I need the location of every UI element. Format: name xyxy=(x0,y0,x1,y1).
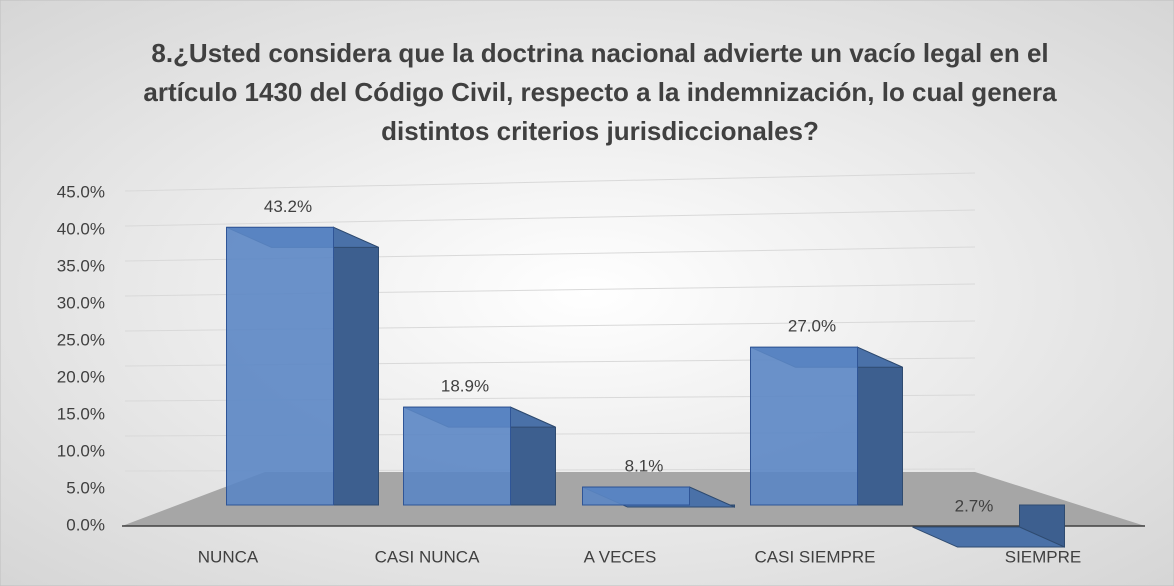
y-tick-label: 35.0% xyxy=(57,256,105,275)
data-label: 8.1% xyxy=(625,457,664,476)
bar xyxy=(403,406,511,506)
y-tick-label: 25.0% xyxy=(57,330,105,349)
grid-line xyxy=(124,172,976,192)
x-tick-label: SIEMPRE xyxy=(1005,547,1082,566)
bar-side xyxy=(857,346,903,506)
chart-title: 8.¿Usted considera que la doctrina nacio… xyxy=(143,38,1057,146)
grid-line xyxy=(124,209,976,227)
bar xyxy=(582,486,690,506)
y-tick-label: 30.0% xyxy=(57,293,105,312)
x-tick-label: CASI NUNCA xyxy=(375,547,481,566)
y-tick-label: 5.0% xyxy=(66,478,105,497)
y-tick-label: 0.0% xyxy=(66,515,105,534)
x-tick-label: NUNCA xyxy=(198,547,259,566)
bar xyxy=(226,226,334,506)
y-tick-label: 45.0% xyxy=(57,182,105,201)
data-label: 27.0% xyxy=(788,317,836,336)
x-tick-label: CASI SIEMPRE xyxy=(755,547,876,566)
y-tick-label: 10.0% xyxy=(57,441,105,460)
bar xyxy=(750,346,858,506)
y-tick-label: 20.0% xyxy=(57,367,105,386)
y-tick-label: 15.0% xyxy=(57,404,105,423)
bar-top xyxy=(912,526,1065,548)
data-label: 18.9% xyxy=(441,377,489,396)
x-tick-label: A VECES xyxy=(584,547,657,566)
y-tick-label: 40.0% xyxy=(57,219,105,238)
data-label: 43.2% xyxy=(264,197,312,216)
data-label: 2.7% xyxy=(955,497,994,516)
bar-side xyxy=(333,226,379,506)
